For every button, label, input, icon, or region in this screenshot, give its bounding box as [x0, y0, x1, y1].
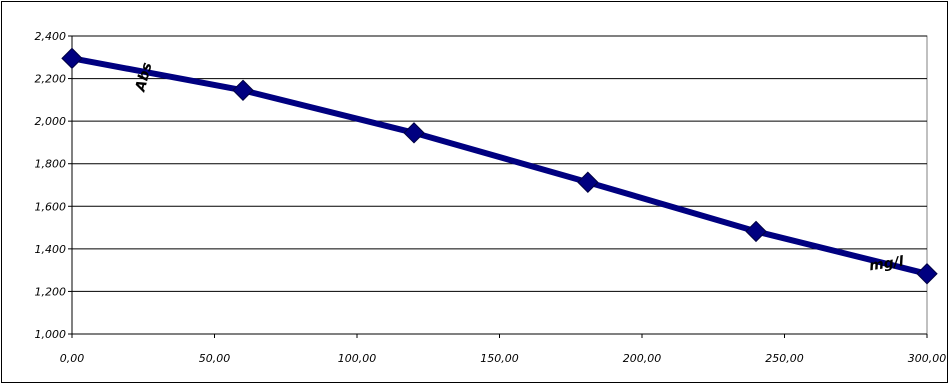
y-tick-label: 2,200: [35, 73, 67, 86]
x-tick-label: 100,00: [338, 352, 377, 365]
y-axis-title: Abs: [132, 61, 155, 94]
data-point-marker: [916, 263, 938, 285]
data-point-marker: [61, 47, 83, 70]
series-line: [69, 55, 930, 277]
y-tick-label: 1,000: [35, 328, 67, 341]
data-point-marker: [403, 122, 425, 144]
x-tick-label: 50,00: [199, 352, 231, 365]
y-tick-label: 1,200: [35, 285, 67, 298]
y-axis-ticks: 1,000 1,200 1,400 1,600 1,800 2,000 2,200 2,400: [35, 30, 72, 341]
x-tick-label: 0,00: [60, 352, 85, 365]
x-tick-label: 250,00: [765, 352, 804, 365]
y-tick-label: 2,400: [35, 30, 67, 43]
x-tick-label: 300,00: [908, 352, 947, 365]
series-group: [61, 47, 938, 285]
y-tick-label: 1,800: [35, 158, 67, 171]
x-tick-label: 200,00: [623, 352, 662, 365]
data-point-marker: [577, 171, 599, 193]
x-axis-ticks: 0,00 50,00 100,00 150,00 200,00 250,00 300,00: [60, 334, 947, 365]
x-axis-title: mg/l: [868, 254, 905, 275]
y-tick-label: 1,400: [35, 243, 67, 256]
data-point-marker: [232, 79, 254, 101]
y-tick-label: 1,600: [35, 200, 67, 213]
y-tick-label: 2,000: [35, 115, 67, 128]
x-tick-label: 150,00: [480, 352, 519, 365]
data-point-marker: [745, 220, 767, 243]
